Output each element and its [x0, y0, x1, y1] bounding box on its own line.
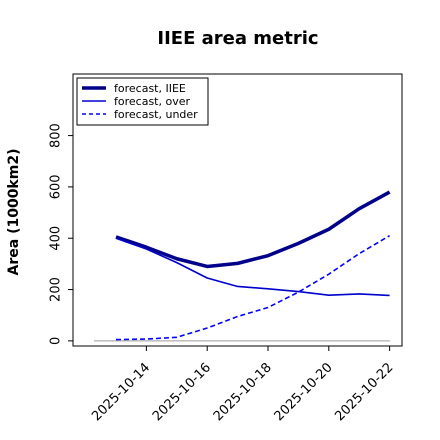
- y-tick-label: 400: [49, 226, 64, 251]
- x-tick-label: 2025-10-16: [150, 360, 214, 424]
- legend-label: forecast, over: [114, 95, 190, 108]
- y-axis: 0 200 400 600 800: [49, 123, 73, 345]
- x-tick-label: 2025-10-20: [272, 360, 336, 424]
- plot-area: [72, 73, 403, 347]
- x-tick-label: 2025-10-14: [89, 360, 153, 424]
- legend-label: forecast, IIEE: [114, 82, 186, 95]
- y-tick-label: 0: [49, 337, 64, 345]
- series-lines: [115, 190, 391, 341]
- y-tick-label: 800: [49, 123, 64, 148]
- series-line: [115, 190, 391, 269]
- series-line: [115, 237, 390, 297]
- x-tick-label: 2025-10-18: [211, 360, 275, 424]
- y-axis-label: Area (1000km2): [6, 149, 22, 276]
- chart-title: IIEE area metric: [157, 28, 318, 49]
- x-axis: 2025-10-142025-10-162025-10-182025-10-20…: [89, 346, 396, 424]
- y-tick-label: 200: [49, 277, 64, 302]
- series-line: [115, 234, 391, 341]
- y-tick-label: 600: [49, 174, 64, 199]
- x-tick-label: 2025-10-22: [332, 360, 396, 424]
- legend-label: forecast, under: [114, 108, 198, 121]
